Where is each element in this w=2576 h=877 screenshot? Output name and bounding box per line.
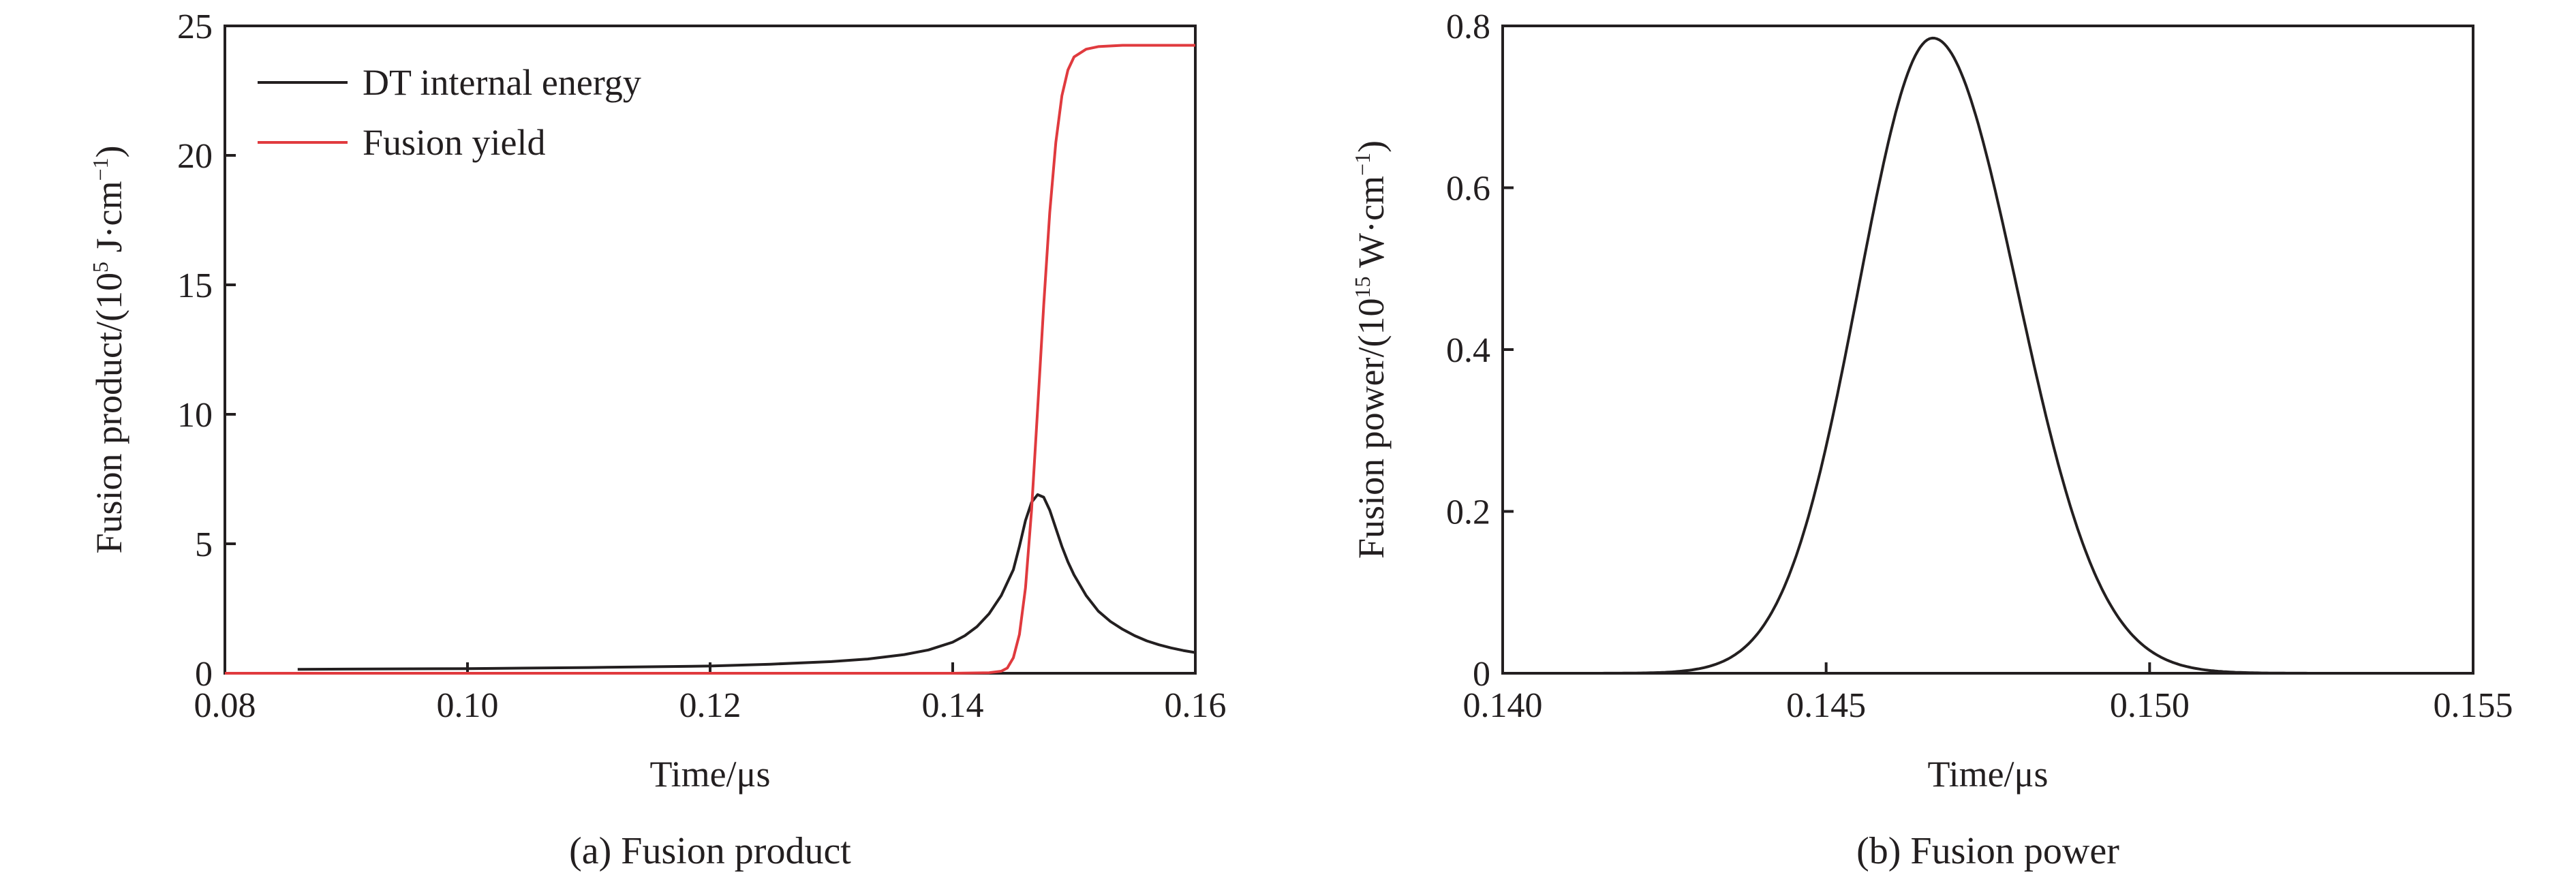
y-axis-label-b-pre: Fusion power/(10 [1351,298,1392,559]
legend-label-fusion-yield: Fusion yield [363,122,546,163]
x-tick-label: 0.140 [1463,686,1543,725]
y-tick-label: 0.4 [1446,331,1490,370]
caption-a: (a) Fusion product [569,830,851,872]
x-axis-b: 0.140 0.145 0.150 0.155 [1463,662,2513,725]
y-tick-label: 0.6 [1446,170,1490,209]
y-tick-label: 0 [195,655,213,694]
x-tick-label: 0.08 [194,686,256,725]
y-tick-label: 25 [177,7,213,46]
y-axis-b: 0 0.2 0.4 0.6 0.8 [1446,7,1514,694]
series-lines-a [225,44,1196,675]
x-tick-label: 0.10 [437,686,499,725]
y-axis-label-b-sup2: −1 [1350,153,1375,176]
y-tick-label: 10 [177,396,213,435]
x-tick-label: 0.155 [2434,686,2513,725]
y-tick-label: 20 [177,137,213,176]
x-tick-label: 0.14 [922,686,984,725]
y-axis-label-a-sup2: −1 [88,157,112,181]
y-axis-label-a-sup1: 5 [88,262,112,273]
y-axis-a: 0 5 10 15 20 25 [177,7,236,694]
x-tick-label: 0.145 [1786,686,1866,725]
y-tick-label: 0.2 [1446,493,1490,532]
caption-b: (b) Fusion power [1856,830,2119,872]
legend: DT internal energy Fusion yield [258,62,641,163]
y-tick-label: 0.8 [1446,7,1490,46]
x-tick-label: 0.16 [1165,686,1227,725]
y-axis-label-a-mid: J·cm [89,181,129,262]
chart-panel-fusion-product: 0.08 0.10 0.12 0.14 0.16 0 5 10 15 20 25 DT inter… [88,7,1227,872]
chart-panel-fusion-power: 0.140 0.145 0.150 0.155 0 0.2 0.4 0.6 0.8 Time/… [1350,7,2513,872]
y-tick-label: 5 [195,525,213,564]
y-axis-label-a: Fusion product/(105 J·cm−1) [88,146,129,554]
x-tick-label: 0.150 [2110,686,2190,725]
x-axis-label-a: Time/μs [649,754,770,795]
y-axis-label-b-post: ) [1351,140,1392,153]
y-axis-label-b-sup1: 15 [1350,277,1375,298]
series-line-dt-internal-energy [297,493,1196,671]
series-line-fusion-power [1503,36,2473,675]
series-lines-b [1503,36,2473,675]
y-tick-label: 15 [177,266,213,305]
legend-label-dt-internal-energy: DT internal energy [363,62,641,103]
x-axis-a: 0.08 0.10 0.12 0.14 0.16 [194,662,1227,725]
y-axis-label-b: Fusion power/(1015 W·cm−1) [1350,140,1392,559]
x-axis-label-b: Time/μs [1927,754,2048,795]
x-tick-label: 0.12 [679,686,741,725]
y-axis-label-a-pre: Fusion product/(10 [89,273,129,554]
series-line-fusion-yield [225,44,1195,675]
y-axis-label-a-post: ) [89,146,129,158]
y-axis-label-b-mid: W·cm [1351,176,1392,276]
y-tick-label: 0 [1473,655,1490,694]
plot-frame-b [1501,25,2474,675]
